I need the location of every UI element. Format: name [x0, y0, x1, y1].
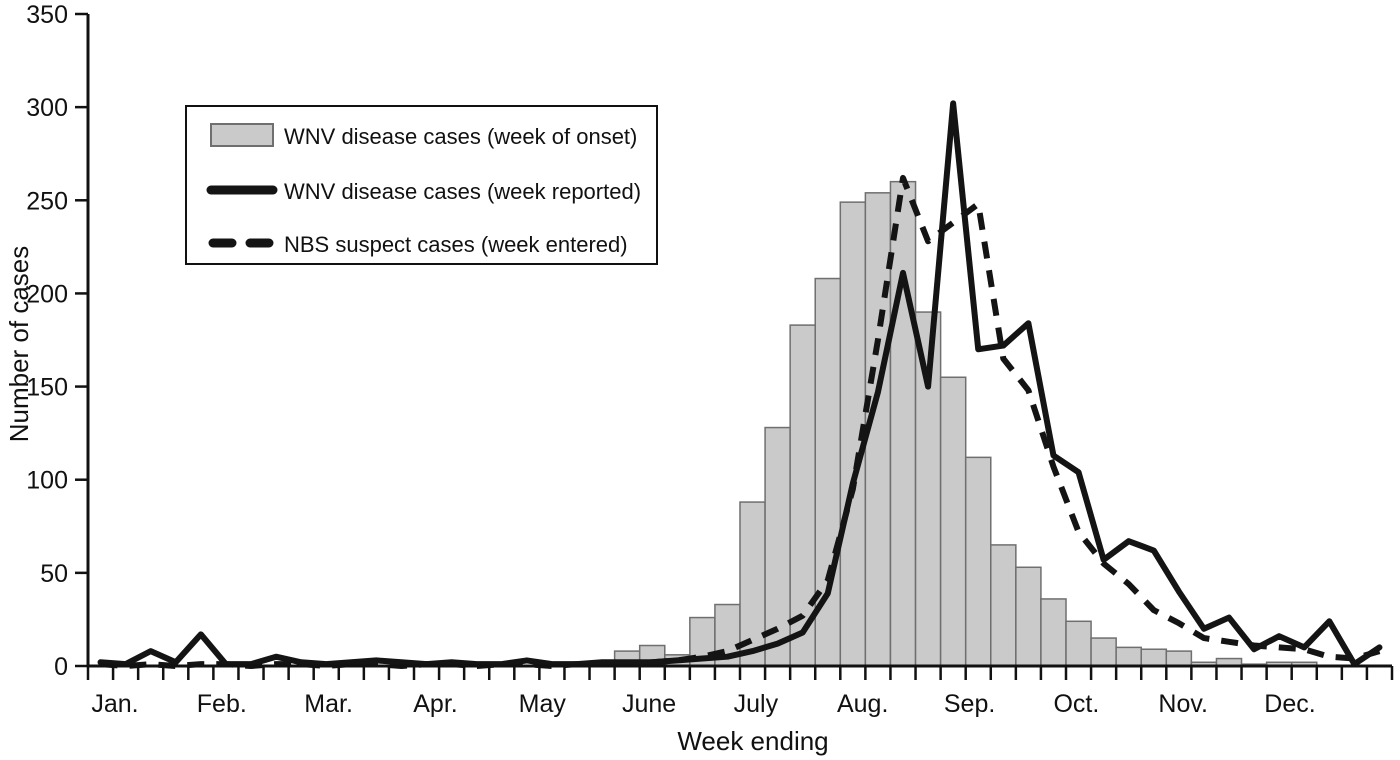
y-tick-label: 0: [54, 653, 68, 681]
legend: WNV disease cases (week of onset) WNV di…: [185, 105, 658, 265]
legend-swatch-onset-bar: [210, 123, 274, 147]
onset-bar: [1040, 598, 1067, 667]
onset-bar: [1090, 637, 1117, 667]
onset-bar: [939, 376, 967, 667]
axis-tick-labels: 0 50 100 150 200 250 300 350 Jan. Feb. Mar. Apr. May…: [26, 1, 1315, 718]
month-label: Oct.: [1053, 690, 1099, 718]
onset-bar: [1165, 650, 1193, 667]
y-tick-label: 50: [40, 560, 68, 588]
month-label: Mar.: [304, 690, 353, 718]
month-label: Sep.: [944, 690, 995, 718]
onset-bar: [990, 544, 1017, 667]
month-label: May: [519, 690, 567, 718]
onset-bar: [889, 180, 917, 667]
y-tick-label: 300: [26, 94, 68, 122]
month-label: Jan.: [91, 690, 138, 718]
y-tick-label: 250: [26, 187, 68, 215]
month-label: June: [622, 690, 676, 718]
x-axis-title: Week ending: [677, 726, 828, 756]
month-label: Apr.: [413, 690, 457, 718]
onset-bar: [1015, 566, 1042, 667]
y-tick-label: 350: [26, 1, 68, 29]
onset-bar: [1065, 620, 1092, 667]
legend-label-onset: WNV disease cases (week of onset): [284, 124, 637, 149]
onset-bars-series: [613, 180, 1318, 667]
y-tick-label: 200: [26, 280, 68, 308]
onset-bar: [1140, 648, 1168, 667]
month-label: Nov.: [1158, 690, 1208, 718]
y-axis-title: Number of cases: [4, 246, 34, 443]
axis-ticks: [75, 12, 1394, 680]
onset-bar: [1115, 646, 1142, 667]
onset-bar: [739, 501, 766, 667]
onset-bar: [964, 456, 992, 667]
legend-label-nbs: NBS suspect cases (week entered): [284, 232, 628, 257]
month-label: Aug.: [837, 690, 888, 718]
month-label: Dec.: [1264, 690, 1315, 718]
month-label: Feb.: [197, 690, 247, 718]
onset-bar: [789, 324, 816, 667]
month-label: July: [734, 690, 779, 718]
y-tick-label: 100: [26, 467, 68, 495]
y-tick-label: 150: [26, 374, 68, 402]
legend-label-reported: WNV disease cases (week reported): [284, 179, 641, 204]
